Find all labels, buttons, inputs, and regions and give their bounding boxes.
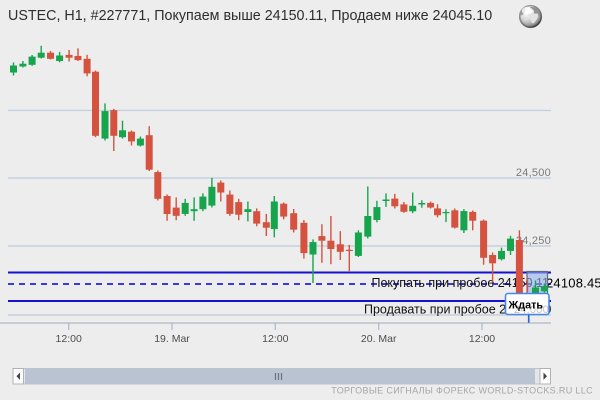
svg-text:12:00: 12:00 bbox=[469, 333, 495, 345]
svg-text:12:00: 12:00 bbox=[56, 333, 82, 345]
svg-text:Продавать при пробое 24045.10: Продавать при пробое 24045.10 bbox=[364, 303, 551, 317]
svg-text:Ждать: Ждать bbox=[508, 299, 544, 311]
svg-text:24,000: 24,000 bbox=[514, 304, 549, 316]
svg-text:12:00: 12:00 bbox=[262, 333, 288, 345]
svg-text:24108.45: 24108.45 bbox=[546, 275, 600, 290]
svg-text:24,500: 24,500 bbox=[516, 167, 551, 179]
svg-text:USTEC, H1, #227771, Покупаем в: USTEC, H1, #227771, Покупаем выше 24150.… bbox=[8, 8, 492, 24]
svg-text:24,250: 24,250 bbox=[516, 235, 551, 247]
svg-text:19. Mar: 19. Mar bbox=[154, 333, 190, 345]
svg-text:Покупать при пробое 24150.11: Покупать при пробое 24150.11 bbox=[371, 276, 549, 290]
svg-text:ТОРГОВЫЕ СИГНАЛЫ ФОРЕКС WORLD-: ТОРГОВЫЕ СИГНАЛЫ ФОРЕКС WORLD-STOCKS.RU … bbox=[331, 386, 593, 396]
svg-text:20. Mar: 20. Mar bbox=[361, 333, 397, 345]
